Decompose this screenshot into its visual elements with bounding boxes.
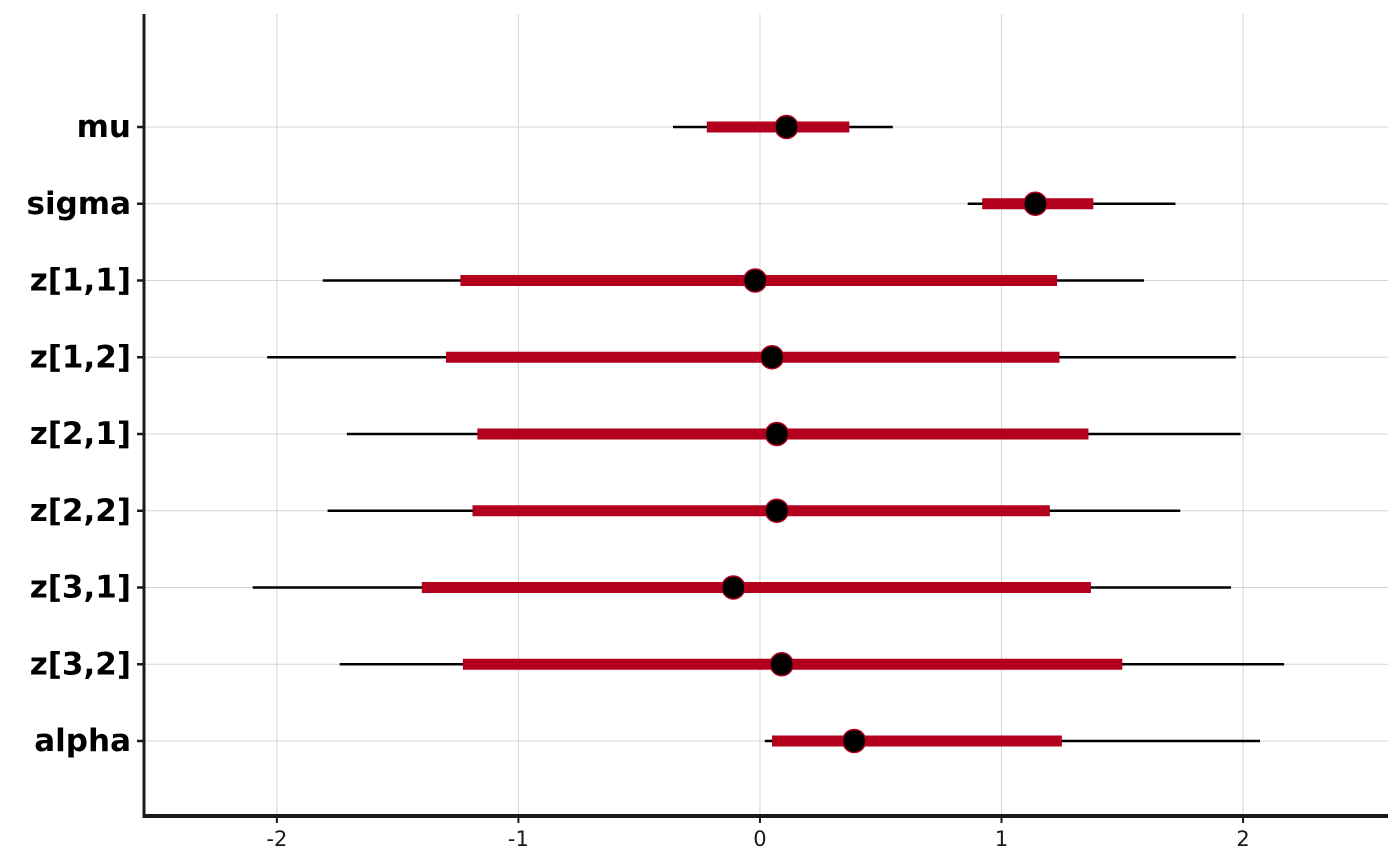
parameter-label: z[1,2] [30, 339, 131, 375]
point-estimates [721, 114, 1048, 754]
x-tick-label: 2 [1236, 827, 1249, 851]
point-estimate-marker [769, 652, 794, 677]
x-tick-label: -1 [508, 827, 529, 851]
axes [142, 14, 1388, 818]
point-estimate-marker [721, 575, 746, 600]
point-estimate-marker [742, 268, 768, 293]
parameter-label: z[2,2] [30, 493, 131, 529]
point-estimate-marker [774, 114, 799, 140]
grid-lines [144, 14, 1388, 816]
parameter-label: z[2,1] [30, 416, 131, 452]
point-estimate-marker [841, 728, 867, 754]
x-tick-label: 1 [995, 827, 1008, 851]
parameter-label: mu [77, 109, 131, 145]
parameter-label: alpha [34, 723, 131, 759]
parameter-label: sigma [27, 186, 132, 222]
point-estimate-marker [764, 421, 790, 447]
parameter-label: z[3,1] [30, 570, 131, 606]
y-axis-ticks: mu sigma z[1,1] z[1,2] z[2,1] z[2,2] z[3,1] z[3… [27, 109, 144, 759]
x-axis-ticks: -2 -1 0 1 2 [266, 816, 1250, 851]
x-tick-label: -2 [266, 827, 287, 851]
parameter-label: z[1,1] [30, 263, 131, 299]
point-estimate-marker [1023, 191, 1048, 216]
parameter-label: z[3,2] [30, 646, 131, 682]
x-tick-label: 0 [753, 827, 766, 851]
point-estimate-marker [764, 498, 790, 523]
point-estimate-marker [759, 345, 785, 370]
